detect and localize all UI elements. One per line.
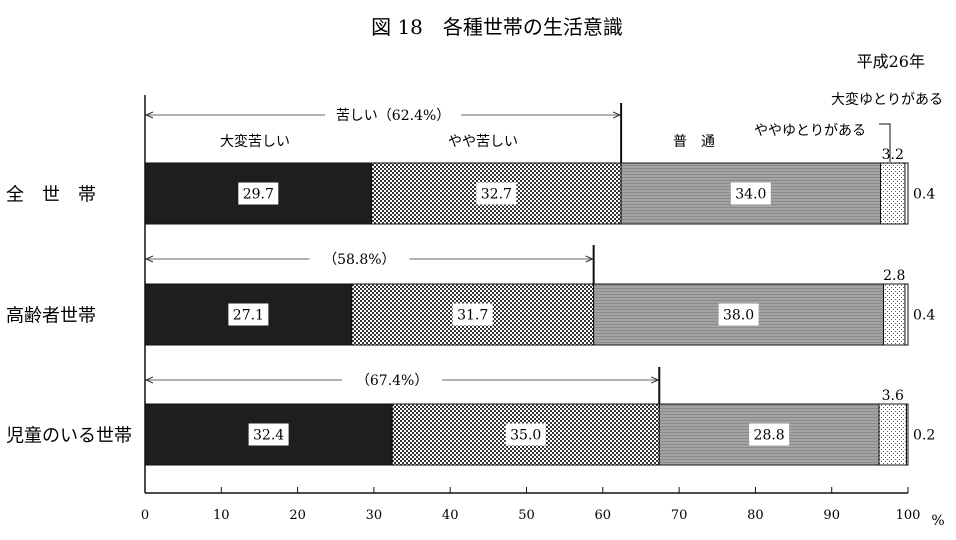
bar-segment-daihen-yutori: [904, 162, 909, 225]
x-tick-label: 20: [289, 508, 306, 523]
x-tick-label: 10: [213, 508, 230, 523]
category-label: 全 世 帯: [6, 185, 96, 206]
year-note: 平成26年: [857, 52, 925, 71]
value-label-box: [730, 182, 771, 205]
bracket-arrow-left: [144, 111, 154, 119]
x-tick-label: 80: [747, 508, 764, 523]
legend: 大変苦しい やや苦しい 普 通 ややゆとりがある 大変ゆとりがある: [220, 91, 943, 162]
value-label: 3.2: [882, 147, 904, 163]
value-label: 34.0: [735, 187, 766, 203]
category-label: 児童のいる世帯: [6, 426, 132, 447]
brackets-group: 苦しい（62.4%） （58.8%） （67.4%）: [144, 100, 661, 404]
bar-segment-yaya-yutori: [880, 162, 906, 225]
value-label-box: [749, 423, 790, 446]
value-label-box: [238, 182, 279, 205]
x-tick-label: 100: [896, 508, 921, 523]
x-tick-label: 30: [366, 508, 383, 523]
bar-segment-daihen-yutori: [905, 403, 909, 466]
value-label-box: [718, 303, 759, 326]
bracket-label: 苦しい（62.4%）: [336, 108, 450, 124]
value-label: 0.2: [913, 428, 935, 444]
bar-segment-daihen-yutori: [904, 283, 909, 346]
value-label: 27.1: [233, 308, 264, 324]
legend-leader-line: [879, 123, 891, 162]
value-label: 32.4: [253, 428, 284, 444]
x-tick-label: 60: [595, 508, 612, 523]
bars-group: 全 世 帯 29.7 32.7 34.0 3.2 0.4 高齢者世帯 27.1 31.7 38.0…: [6, 147, 935, 466]
value-label: 38.0: [723, 308, 754, 324]
x-tick-label: 40: [442, 508, 459, 523]
value-label-box: [248, 423, 289, 446]
value-label: 2.8: [883, 268, 905, 284]
x-tick-label: 90: [823, 508, 840, 523]
value-label-box: [228, 303, 269, 326]
x-tick-label: 0: [141, 508, 149, 523]
value-label: 32.7: [481, 187, 512, 203]
value-label-box: [505, 423, 546, 446]
value-label-box: [476, 182, 517, 205]
bar-segment-yaya-yutori: [878, 403, 907, 466]
bracket-label: （58.8%）: [323, 252, 395, 268]
legend-yaya-yutori: ややゆとりがある: [754, 123, 866, 139]
chart-title: 図 18 各種世帯の生活意識: [371, 15, 623, 39]
x-tick-label: 50: [518, 508, 535, 523]
legend-daihen-kurushii: 大変苦しい: [220, 133, 290, 150]
value-label: 0.4: [913, 308, 935, 324]
x-axis-unit: %: [931, 513, 944, 529]
bracket-label: （67.4%）: [356, 373, 428, 389]
value-label: 29.7: [243, 187, 274, 203]
x-tick-label: 70: [671, 508, 688, 523]
x-axis: 0 10 20 30 40 50 60 70 80 90 100%: [141, 95, 945, 529]
category-label: 高齢者世帯: [6, 306, 96, 327]
bar-segment-yaya-yutori: [883, 283, 906, 346]
legend-futsuu: 普 通: [673, 134, 715, 150]
value-label: 28.8: [754, 428, 785, 444]
value-label: 31.7: [457, 308, 488, 324]
value-label-box: [452, 303, 493, 326]
value-label: 35.0: [510, 428, 541, 444]
bracket-arrow-left: [144, 376, 154, 384]
value-label: 3.6: [882, 388, 904, 404]
legend-daihen-yutori: 大変ゆとりがある: [831, 91, 943, 108]
legend-yaya-kurushii: やや苦しい: [448, 134, 518, 150]
bracket-arrow-left: [144, 255, 154, 263]
value-label: 0.4: [913, 187, 935, 203]
